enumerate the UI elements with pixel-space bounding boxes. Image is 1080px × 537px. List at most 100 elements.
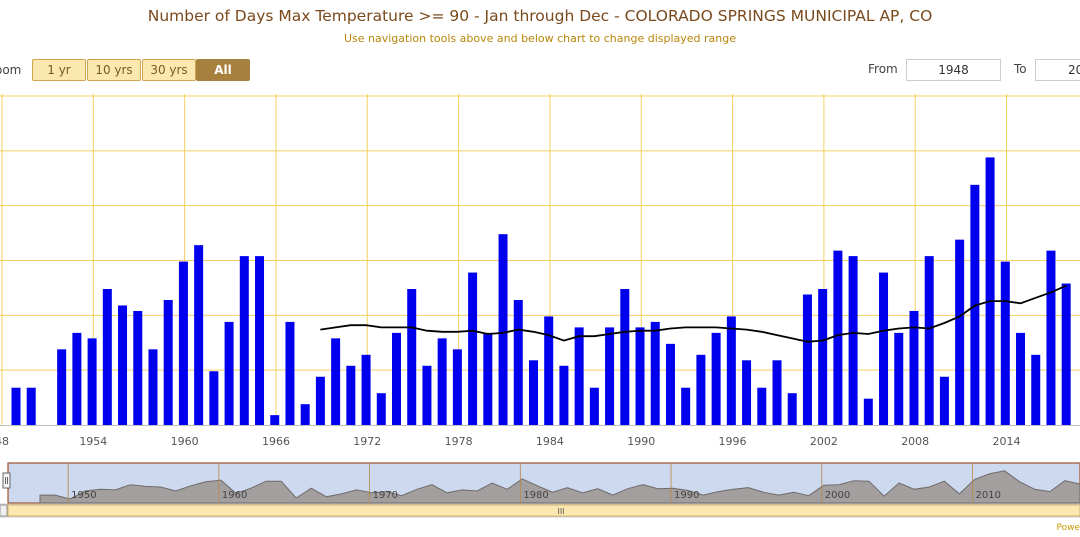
- scrollbar-thumb: [7, 504, 1080, 517]
- scrollbar[interactable]: III: [0, 503, 1080, 518]
- bar: [57, 349, 67, 425]
- navigator-left-handle: [2, 472, 11, 489]
- bar: [879, 272, 889, 425]
- bar: [559, 365, 569, 425]
- to-label: To: [1014, 62, 1027, 76]
- scrollbar-left-arrow: [0, 504, 8, 517]
- x-tick-label: 48: [0, 435, 9, 448]
- zoom-all-button[interactable]: All: [196, 59, 250, 81]
- x-tick-label: 1996: [719, 435, 747, 448]
- bar: [422, 365, 432, 425]
- bar: [26, 387, 36, 425]
- bar: [361, 354, 371, 425]
- bar: [498, 234, 508, 425]
- bar: [818, 289, 828, 425]
- x-tick-label: 1972: [353, 435, 381, 448]
- navigator-label: 1960: [222, 490, 247, 501]
- to-date-input[interactable]: 20: [1035, 59, 1080, 81]
- bar: [285, 321, 295, 425]
- from-date-input[interactable]: 1948: [906, 59, 1001, 81]
- navigator-label: 1970: [373, 490, 398, 501]
- zoom-30yrs-button[interactable]: 30 yrs: [142, 59, 196, 81]
- bar: [1031, 354, 1041, 425]
- moving-average-series: [320, 284, 1067, 343]
- bar: [224, 321, 234, 425]
- scrollbar-grip: III: [557, 507, 564, 516]
- x-tick-label: 1984: [536, 435, 564, 448]
- bar: [833, 250, 843, 425]
- bar: [300, 404, 310, 425]
- bar: [1000, 261, 1010, 425]
- navigator-label: 1990: [674, 490, 699, 501]
- x-tick-label: 1978: [445, 435, 473, 448]
- bar: [468, 272, 478, 425]
- bar: [1046, 250, 1056, 425]
- bar: [696, 354, 706, 425]
- bar: [102, 289, 112, 425]
- bar: [909, 310, 919, 425]
- bar: [483, 332, 493, 425]
- bar: [118, 305, 128, 425]
- from-label: From: [868, 62, 898, 76]
- bar: [681, 387, 691, 425]
- credits-link[interactable]: Powe: [1056, 523, 1080, 533]
- navigator-area: [39, 470, 1080, 504]
- moving-average-line: [320, 284, 1067, 343]
- bar: [1061, 283, 1071, 425]
- bar: [711, 332, 721, 425]
- bar: [894, 332, 904, 425]
- bar: [726, 316, 736, 425]
- zoom-10yrs-button[interactable]: 10 yrs: [87, 59, 141, 81]
- bar: [376, 393, 386, 425]
- bar: [133, 310, 143, 425]
- bar: [544, 316, 554, 425]
- bar: [605, 327, 615, 425]
- bar: [270, 415, 280, 425]
- x-tick-label: 2014: [993, 435, 1021, 448]
- bar: [848, 256, 858, 425]
- bar: [331, 338, 341, 425]
- x-axis: 48 1954 1960 1966 1972 1978 1984 1990 1996 2002 20…: [0, 425, 1080, 448]
- bar: [635, 327, 645, 425]
- bar: [863, 398, 873, 425]
- bar: [255, 256, 265, 425]
- x-tick-label: 1960: [171, 435, 199, 448]
- bar: [528, 360, 538, 425]
- bar: [315, 376, 325, 425]
- bar: [452, 349, 462, 425]
- chart-subtitle: Use navigation tools above and below cha…: [343, 32, 737, 45]
- bar: [239, 256, 249, 425]
- bar: [787, 393, 797, 425]
- bar: [1016, 332, 1026, 425]
- navigator[interactable]: 1950 1960 1970 1980 1990 2000 2010: [2, 462, 1080, 504]
- x-tick-label: 1990: [627, 435, 655, 448]
- bar-series: [11, 157, 1071, 425]
- bar: [742, 360, 752, 425]
- bar: [985, 157, 995, 425]
- x-tick-label: 1954: [79, 435, 107, 448]
- bar: [513, 299, 523, 425]
- zoom-1yr-button[interactable]: 1 yr: [32, 59, 86, 81]
- zoom-label: oom: [0, 63, 22, 77]
- chart-title: Number of Days Max Temperature >= 90 - J…: [147, 7, 933, 25]
- bar: [802, 294, 812, 425]
- bar: [178, 261, 188, 425]
- x-tick-label: 2002: [810, 435, 838, 448]
- bar: [11, 387, 21, 425]
- bar: [650, 321, 660, 425]
- bar: [72, 332, 82, 425]
- bar: [209, 371, 219, 425]
- bar: [148, 349, 158, 425]
- bar: [346, 365, 356, 425]
- bar: [939, 376, 949, 425]
- x-tick-label: 1966: [262, 435, 290, 448]
- bar: [757, 387, 767, 425]
- navigator-label: 1980: [523, 490, 548, 501]
- bar: [392, 332, 401, 425]
- bar: [163, 299, 173, 425]
- bar: [589, 387, 599, 425]
- bar: [574, 327, 584, 425]
- bar: [620, 289, 630, 425]
- bar: [665, 343, 675, 425]
